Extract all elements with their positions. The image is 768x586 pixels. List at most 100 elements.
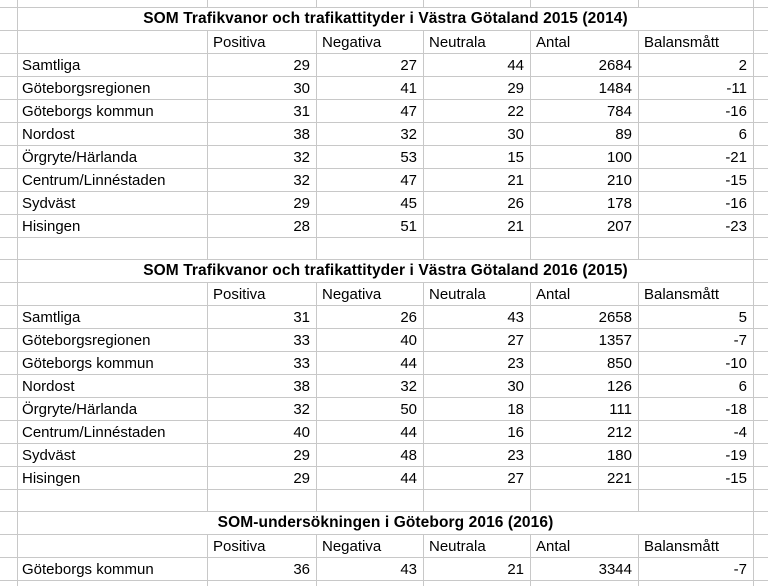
value-cell[interactable]: 21 xyxy=(424,169,531,192)
value-cell[interactable]: -23 xyxy=(639,215,754,238)
value-cell[interactable]: 44 xyxy=(317,421,424,444)
value-cell[interactable]: 21 xyxy=(424,215,531,238)
column-header-cell[interactable]: Negativa xyxy=(317,31,424,54)
value-cell[interactable]: 15 xyxy=(424,146,531,169)
value-cell[interactable]: 3344 xyxy=(531,558,639,581)
column-header-cell[interactable]: Neutrala xyxy=(424,535,531,558)
value-cell[interactable]: 2684 xyxy=(531,54,639,77)
value-cell[interactable]: 26 xyxy=(317,306,424,329)
value-cell[interactable]: 26 xyxy=(424,192,531,215)
value-cell[interactable]: 21 xyxy=(424,558,531,581)
value-cell[interactable]: -16 xyxy=(639,192,754,215)
value-cell[interactable]: 43 xyxy=(317,558,424,581)
column-header-cell[interactable]: Positiva xyxy=(208,283,317,306)
column-header-cell[interactable]: Antal xyxy=(531,31,639,54)
value-cell[interactable]: 30 xyxy=(424,123,531,146)
value-cell[interactable]: -21 xyxy=(639,146,754,169)
row-label-cell[interactable]: Örgryte/Härlanda xyxy=(18,146,208,169)
value-cell[interactable]: 44 xyxy=(317,467,424,490)
value-cell[interactable]: 18 xyxy=(424,398,531,421)
value-cell[interactable]: 43 xyxy=(424,306,531,329)
value-cell[interactable]: 22 xyxy=(424,100,531,123)
value-cell[interactable]: 32 xyxy=(208,169,317,192)
column-header-cell[interactable]: Positiva xyxy=(208,31,317,54)
value-cell[interactable]: 31 xyxy=(208,100,317,123)
value-cell[interactable]: 178 xyxy=(531,192,639,215)
row-label-cell[interactable]: Samtliga xyxy=(18,54,208,77)
value-cell[interactable]: 40 xyxy=(208,421,317,444)
value-cell[interactable]: 45 xyxy=(317,192,424,215)
value-cell[interactable]: 36 xyxy=(208,558,317,581)
column-header-cell[interactable]: Neutrala xyxy=(424,31,531,54)
value-cell[interactable]: 53 xyxy=(317,146,424,169)
value-cell[interactable]: 207 xyxy=(531,215,639,238)
value-cell[interactable]: 29 xyxy=(208,467,317,490)
column-header-cell[interactable]: Positiva xyxy=(208,535,317,558)
value-cell[interactable]: 5 xyxy=(639,306,754,329)
value-cell[interactable]: 38 xyxy=(208,375,317,398)
value-cell[interactable]: 41 xyxy=(317,77,424,100)
column-header-cell[interactable]: Negativa xyxy=(317,283,424,306)
value-cell[interactable]: 23 xyxy=(424,444,531,467)
value-cell[interactable]: 32 xyxy=(317,375,424,398)
row-label-cell[interactable]: Göteborgs kommun xyxy=(18,100,208,123)
value-cell[interactable]: -4 xyxy=(639,421,754,444)
value-cell[interactable]: 51 xyxy=(317,215,424,238)
column-header-cell[interactable]: Antal xyxy=(531,283,639,306)
row-label-cell[interactable]: Göteborgsregionen xyxy=(18,77,208,100)
row-label-header-cell[interactable] xyxy=(18,535,208,558)
value-cell[interactable]: 31 xyxy=(208,306,317,329)
value-cell[interactable]: -7 xyxy=(639,558,754,581)
table-title-cell[interactable]: SOM Trafikvanor och trafikattityder i Vä… xyxy=(18,8,754,31)
value-cell[interactable]: 28 xyxy=(208,215,317,238)
row-label-cell[interactable]: Göteborgsregionen xyxy=(18,329,208,352)
value-cell[interactable]: 1357 xyxy=(531,329,639,352)
value-cell[interactable]: 29 xyxy=(208,444,317,467)
row-label-cell[interactable]: Sydväst xyxy=(18,444,208,467)
value-cell[interactable]: 47 xyxy=(317,169,424,192)
value-cell[interactable]: 89 xyxy=(531,123,639,146)
column-header-cell[interactable]: Antal xyxy=(531,535,639,558)
value-cell[interactable]: 32 xyxy=(317,123,424,146)
value-cell[interactable]: -11 xyxy=(639,77,754,100)
row-label-cell[interactable]: Sydväst xyxy=(18,192,208,215)
value-cell[interactable]: 27 xyxy=(424,329,531,352)
row-label-cell[interactable]: Örgryte/Härlanda xyxy=(18,398,208,421)
value-cell[interactable]: 2658 xyxy=(531,306,639,329)
value-cell[interactable]: -10 xyxy=(639,352,754,375)
value-cell[interactable]: 210 xyxy=(531,169,639,192)
value-cell[interactable]: 111 xyxy=(531,398,639,421)
value-cell[interactable]: 29 xyxy=(424,77,531,100)
value-cell[interactable]: 2 xyxy=(639,54,754,77)
value-cell[interactable]: 47 xyxy=(317,100,424,123)
value-cell[interactable]: 221 xyxy=(531,467,639,490)
value-cell[interactable]: 40 xyxy=(317,329,424,352)
value-cell[interactable]: 27 xyxy=(424,467,531,490)
value-cell[interactable]: 100 xyxy=(531,146,639,169)
value-cell[interactable]: 32 xyxy=(208,398,317,421)
value-cell[interactable]: 50 xyxy=(317,398,424,421)
value-cell[interactable]: 48 xyxy=(317,444,424,467)
value-cell[interactable]: 23 xyxy=(424,352,531,375)
row-label-cell[interactable]: Centrum/Linnéstaden xyxy=(18,421,208,444)
row-label-header-cell[interactable] xyxy=(18,31,208,54)
value-cell[interactable]: 126 xyxy=(531,375,639,398)
column-header-cell[interactable]: Neutrala xyxy=(424,283,531,306)
value-cell[interactable]: 6 xyxy=(639,375,754,398)
row-label-cell[interactable]: Göteborgs kommun xyxy=(18,558,208,581)
row-label-cell[interactable]: Göteborgs kommun xyxy=(18,352,208,375)
column-header-cell[interactable]: Balansmått xyxy=(639,31,754,54)
row-label-cell[interactable]: Centrum/Linnéstaden xyxy=(18,169,208,192)
row-label-cell[interactable]: Samtliga xyxy=(18,306,208,329)
value-cell[interactable]: -19 xyxy=(639,444,754,467)
row-label-cell[interactable]: Hisingen xyxy=(18,467,208,490)
column-header-cell[interactable]: Balansmått xyxy=(639,283,754,306)
value-cell[interactable]: -15 xyxy=(639,169,754,192)
value-cell[interactable]: 29 xyxy=(208,192,317,215)
table-title-cell[interactable]: SOM-undersökningen i Göteborg 2016 (2016… xyxy=(18,512,754,535)
row-label-cell[interactable]: Hisingen xyxy=(18,215,208,238)
value-cell[interactable]: -15 xyxy=(639,467,754,490)
value-cell[interactable]: 30 xyxy=(424,375,531,398)
value-cell[interactable]: 29 xyxy=(208,54,317,77)
value-cell[interactable]: 6 xyxy=(639,123,754,146)
